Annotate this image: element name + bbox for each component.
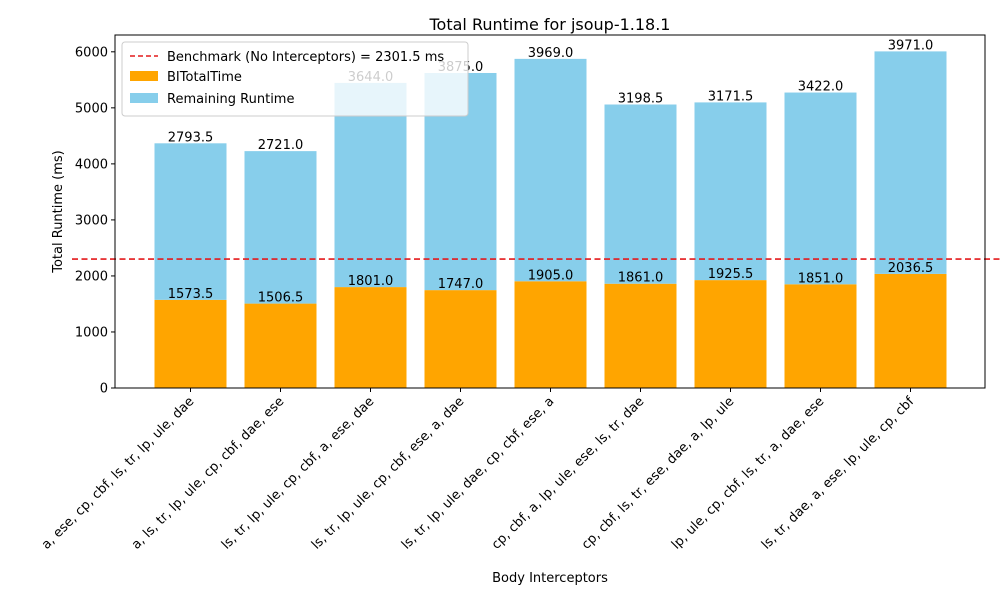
data-label-bitotaltime-3: 1747.0	[438, 277, 484, 292]
y-axis: 0 1000 2000 3000 4000 5000 6000	[75, 45, 115, 397]
data-label-bitotaltime-4: 1905.0	[528, 268, 574, 283]
bar-bitotaltime-8	[874, 273, 947, 388]
legend-series-0-label: BITotalTime	[167, 70, 242, 85]
bar-bitotaltime-3	[424, 290, 497, 388]
y-tick-label-1: 1000	[75, 325, 108, 340]
legend: Benchmark (No Interceptors) = 2301.5 ms …	[121, 41, 469, 117]
labels-layer: 1573.52793.51506.52721.01801.03644.01747…	[168, 38, 934, 305]
data-label-bitotaltime-6: 1925.5	[708, 267, 754, 282]
data-label-remaining-runtime-1: 2721.0	[258, 138, 304, 153]
legend-series-1-label: Remaining Runtime	[167, 92, 294, 107]
y-tick-label-5: 5000	[75, 101, 108, 116]
bar-bitotaltime-7	[784, 284, 857, 388]
chart-title: Total Runtime for jsoup-1.18.1	[429, 15, 671, 34]
bar-remaining-runtime-6	[694, 102, 767, 281]
x-axis-label: Body Interceptors	[492, 571, 608, 586]
data-label-bitotaltime-2: 1801.0	[348, 274, 394, 289]
data-label-bitotaltime-8: 2036.5	[888, 261, 934, 276]
bar-remaining-runtime-0	[154, 143, 227, 300]
bar-remaining-runtime-4	[514, 58, 587, 282]
data-label-bitotaltime-5: 1861.0	[618, 271, 664, 286]
data-label-remaining-runtime-4: 3969.0	[528, 46, 574, 61]
data-label-remaining-runtime-6: 3171.5	[708, 89, 754, 104]
y-tick-label-6: 6000	[75, 45, 108, 60]
data-label-remaining-runtime-7: 3422.0	[798, 80, 844, 95]
bar-bitotaltime-0	[154, 299, 227, 388]
bars-layer	[154, 51, 947, 388]
data-label-bitotaltime-1: 1506.5	[258, 291, 304, 306]
bar-bitotaltime-4	[514, 281, 587, 388]
bar-remaining-runtime-8	[874, 51, 947, 274]
data-label-remaining-runtime-8: 3971.0	[888, 38, 934, 53]
y-tick-label-4: 4000	[75, 157, 108, 172]
bar-bitotaltime-2	[334, 287, 407, 388]
legend-benchmark-label: Benchmark (No Interceptors) = 2301.5 ms	[167, 50, 444, 65]
data-label-bitotaltime-0: 1573.5	[168, 287, 214, 302]
bar-remaining-runtime-2	[334, 82, 407, 288]
legend-frame	[121, 41, 469, 117]
bar-bitotaltime-6	[694, 280, 767, 388]
bar-remaining-runtime-1	[244, 151, 317, 304]
data-label-bitotaltime-7: 1851.0	[798, 271, 844, 286]
y-axis-label: Total Runtime (ms)	[51, 150, 66, 274]
data-label-remaining-runtime-5: 3198.5	[618, 92, 664, 107]
data-label-remaining-runtime-0: 2793.5	[168, 130, 214, 145]
y-tick-label-0: 0	[100, 382, 108, 397]
legend-series-1-swatch	[130, 93, 158, 103]
bar-remaining-runtime-5	[604, 104, 677, 284]
legend-series-0-swatch	[130, 71, 158, 81]
y-tick-label-2: 2000	[75, 269, 108, 284]
bar-bitotaltime-1	[244, 303, 317, 388]
y-tick-label-3: 3000	[75, 213, 108, 228]
bar-remaining-runtime-7	[784, 92, 857, 285]
bar-bitotaltime-5	[604, 283, 677, 388]
